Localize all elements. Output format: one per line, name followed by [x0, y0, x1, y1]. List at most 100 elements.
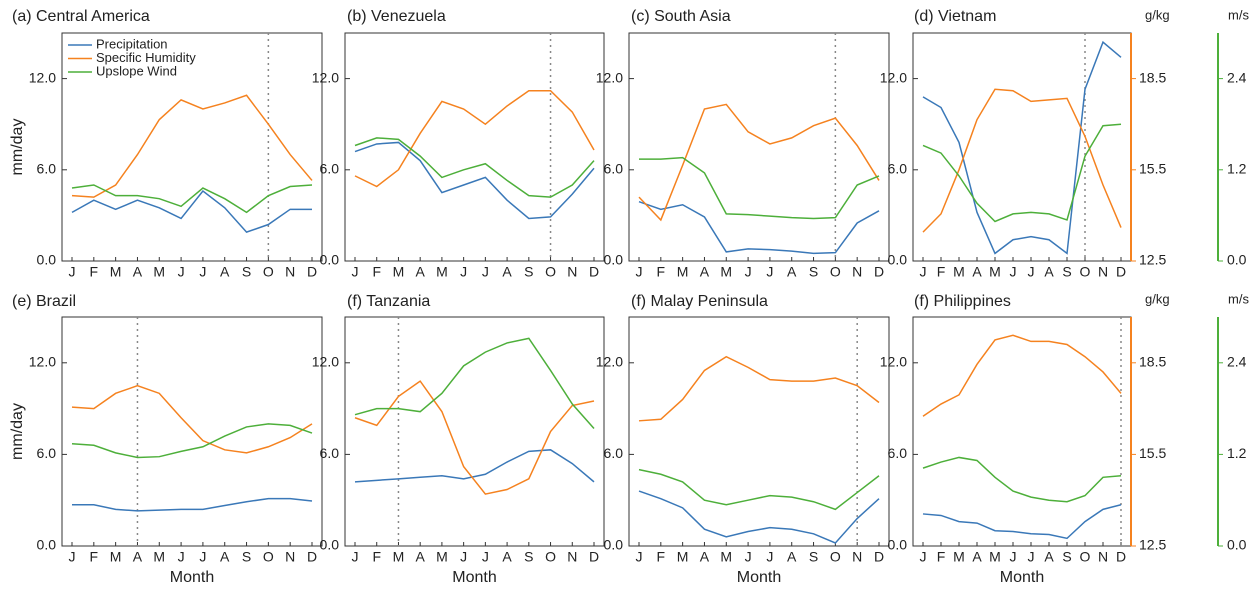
x-tick-label: M: [953, 264, 965, 280]
panel-title: (f) Tanzania: [347, 293, 430, 310]
legend-label: Upslope Wind: [96, 63, 177, 78]
y-tick-label: 6.0: [888, 161, 908, 177]
y-tick-label: 6.0: [37, 161, 57, 177]
y2-tick-label: 12.5: [1139, 252, 1166, 268]
panel-title: (a) Central America: [12, 8, 150, 25]
x-tick-label: O: [830, 264, 841, 280]
x-tick-label: D: [1116, 264, 1126, 280]
y3-tick-label: 0.0: [1227, 252, 1247, 268]
x-tick-label: J: [178, 264, 185, 280]
x-tick-label: A: [133, 549, 143, 565]
x-tick-label: D: [1116, 549, 1126, 565]
x-tick-label: O: [1080, 264, 1091, 280]
x-tick-label: A: [700, 549, 710, 565]
x-tick-label: N: [285, 264, 295, 280]
series-line: [922, 456, 1122, 503]
x-tick-label: J: [745, 264, 752, 280]
y3-tick-label: 2.4: [1227, 69, 1247, 85]
series-line: [922, 334, 1122, 417]
series-line: [354, 337, 595, 429]
x-tick-label: O: [545, 549, 556, 565]
x-tick-label: J: [920, 264, 927, 280]
y-tick-label: 0.0: [37, 537, 57, 553]
x-tick-label: M: [720, 549, 732, 565]
x-tick-label: J: [199, 549, 206, 565]
x-tick-label: J: [199, 264, 206, 280]
x-tick-label: M: [436, 264, 448, 280]
x-tick-label: J: [460, 264, 467, 280]
series-line: [71, 94, 313, 198]
series-line: [922, 88, 1122, 233]
x-tick-label: M: [677, 264, 689, 280]
x-tick-label: F: [372, 264, 381, 280]
x-tick-label: A: [700, 264, 710, 280]
legend-label: Specific Humidity: [96, 50, 196, 65]
x-tick-label: N: [852, 264, 862, 280]
x-tick-label: S: [809, 549, 818, 565]
x-tick-label: J: [352, 549, 359, 565]
x-axis-label: Month: [452, 569, 496, 586]
plot-frame: [344, 32, 605, 262]
x-tick-label: A: [502, 549, 512, 565]
plot-frame: [628, 32, 890, 262]
x-tick-label: J: [482, 549, 489, 565]
panel-title: (c) South Asia: [631, 8, 731, 25]
series-line: [638, 201, 880, 255]
y-tick-label: 6.0: [320, 161, 340, 177]
plot-frame: [61, 32, 323, 262]
y3-tick-label: 0.0: [1227, 537, 1247, 553]
x-tick-label: F: [90, 264, 99, 280]
x-tick-label: S: [809, 264, 818, 280]
x-tick-label: O: [263, 549, 274, 565]
x-tick-label: S: [242, 264, 251, 280]
plot-frame: [628, 316, 890, 547]
y-tick-label: 12.0: [596, 354, 623, 370]
y-tick-label: 12.0: [312, 69, 339, 85]
x-tick-label: D: [874, 549, 884, 565]
x-tick-label: A: [972, 264, 982, 280]
x-tick-label: J: [460, 549, 467, 565]
x-tick-label: J: [69, 264, 76, 280]
panel-title: (f) Philippines: [914, 293, 1011, 310]
x-tick-label: A: [787, 549, 797, 565]
y-tick-label: 0.0: [37, 252, 57, 268]
x-tick-label: A: [502, 264, 512, 280]
series-line: [354, 449, 595, 483]
plot-frame: [61, 316, 323, 547]
y2-tick-label: 12.5: [1139, 537, 1166, 553]
y-tick-label: 12.0: [312, 354, 339, 370]
y2-tick-label: 15.5: [1139, 161, 1166, 177]
y-tick-label: 0.0: [604, 537, 624, 553]
x-tick-label: N: [285, 549, 295, 565]
y3-tick-label: 1.2: [1227, 161, 1247, 177]
panel-title: (b) Venezuela: [347, 8, 446, 25]
x-tick-label: N: [567, 549, 577, 565]
x-tick-label: A: [1044, 549, 1054, 565]
x-tick-label: A: [416, 549, 426, 565]
x-tick-label: M: [393, 549, 405, 565]
x-tick-label: M: [953, 549, 965, 565]
y-tick-label: 12.0: [596, 69, 623, 85]
x-tick-label: D: [307, 549, 317, 565]
x-tick-label: S: [1062, 264, 1071, 280]
y-tick-label: 0.0: [320, 252, 340, 268]
series-line: [638, 490, 880, 544]
y3-axis-label: m/s: [1228, 291, 1249, 306]
x-tick-label: N: [567, 264, 577, 280]
series-line: [71, 423, 313, 459]
x-tick-label: M: [989, 264, 1001, 280]
x-tick-label: S: [524, 264, 533, 280]
series-line: [71, 184, 313, 214]
series-line: [922, 40, 1122, 255]
y-tick-label: 6.0: [320, 445, 340, 461]
y-tick-label: 12.0: [880, 354, 907, 370]
y2-axis-label: g/kg: [1145, 7, 1170, 22]
y-tick-label: 0.0: [888, 537, 908, 553]
x-tick-label: A: [972, 549, 982, 565]
x-tick-label: A: [1044, 264, 1054, 280]
y-axis-label: mm/day: [9, 119, 26, 176]
x-tick-label: F: [657, 549, 666, 565]
x-tick-label: S: [242, 549, 251, 565]
x-tick-label: J: [178, 549, 185, 565]
y-tick-label: 6.0: [888, 445, 908, 461]
